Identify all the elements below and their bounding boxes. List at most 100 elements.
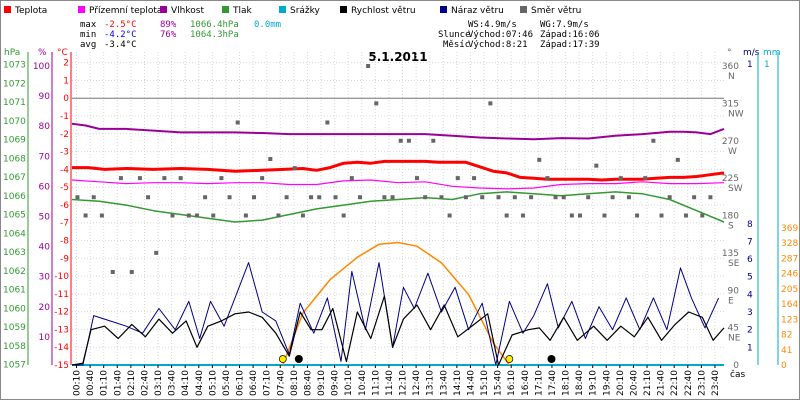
mm-tick-label: 205 [781,285,798,295]
legend-label-6: Náraz větru [451,6,504,16]
wind-direction-point [545,176,550,181]
hpa-tick-label: 1061 [3,286,26,296]
wind-direction-point [357,195,362,200]
ms-tick-label: 3 [747,308,753,318]
x-tick-label: 20:10 [616,370,626,396]
x-tick-label: 02:10 [127,370,137,396]
moon-rise: Východ:8:21 [468,40,528,50]
legend: Teplota Přízemní teplota Vlhkost Tlak Srážky… [4,6,581,16]
wind-gust-info: WG:7.9m/s [540,20,589,30]
wind-speed-info: WS:4.9m/s [468,20,517,30]
legend-label-1: Přízemní teplota [89,6,162,16]
wind-direction-point [529,195,534,200]
wind-direction-point [415,176,420,181]
temp-tick-label: 0 [63,94,69,104]
temp-tick-label: 2 [63,59,69,69]
wind-direction-point [211,213,216,218]
x-tick-label: 22:10 [670,370,680,396]
wind-direction-point [260,176,265,181]
x-tick-label: 06:10 [236,370,246,396]
wind-direction-point [292,166,297,171]
ms-tick-label: 8 [747,220,753,230]
x-tick-label: 09:40 [331,370,341,396]
mm-tick-label: 164 [781,300,798,310]
wind-direction-point [325,120,330,125]
stats-avg-label: avg [80,40,96,50]
moonset-marker [547,355,556,363]
wind-direction-point [300,213,305,218]
x-tick-label: 11:10 [371,370,381,396]
degree-tick-label: 315 [722,99,739,109]
x-tick-label: 15:40 [494,370,504,396]
legend-label-5: Rychlost větru [351,6,416,16]
hpa-tick-label: 1073 [3,61,26,71]
direction-label: E [728,296,734,306]
x-tick-label: 01:10 [100,370,110,396]
hpa-tick-label: 1062 [3,267,26,277]
wind-direction-point [203,195,208,200]
wind-gust-line [72,262,720,366]
x-tick-label: 18:10 [562,370,572,396]
temp-tick-label: -14 [54,343,69,353]
wind-direction-point [439,195,444,200]
wind-direction-point [463,195,468,200]
ms-tick-label: 2 [747,326,753,336]
wind-direction-point [91,195,96,200]
series-layer [71,64,725,366]
humidity-tick-label: 40 [39,243,51,253]
degree-tick-label: 0 [733,361,739,371]
hpa-tick-label: 1065 [3,211,26,221]
temp-tick-label: -7 [60,219,69,229]
wind-direction-point [227,195,232,200]
humidity-tick-label: 60 [39,182,51,192]
degree-tick-label: 180 [722,212,739,222]
unit-celsius: °C [57,48,68,58]
x-tick-label: 15:10 [480,370,490,396]
stats-min-temp: -4.2°C [104,30,137,40]
wind-direction-point [675,157,680,162]
hpa-tick-label: 1072 [3,79,26,89]
temperature-line [72,159,725,182]
wind-direction-point [129,269,134,274]
wind-direction-point [496,195,501,200]
stats-max-press: 1066.4hPa [190,20,239,30]
wind-direction-point [341,213,346,218]
mm-tick-label: 82 [781,331,792,341]
mm-top-label: 1 [764,60,770,70]
wind-direction-point [75,195,80,200]
unit-degree: ° [727,48,732,58]
temp-tick-label: -3 [60,148,69,158]
wind-direction-point [268,157,273,162]
wind-direction-point [455,176,460,181]
x-tick-label: 21:40 [657,370,667,396]
stats-max-rain: 0.0mm [254,20,281,30]
mm-tick-label: 41 [781,346,792,356]
wind-direction-point [692,195,697,200]
temp-tick-label: -9 [60,254,69,264]
direction-label: NW [728,109,744,119]
wind-direction-point [423,195,428,200]
humidity-tick-label: 50 [39,213,51,223]
wind-direction-point [284,195,289,200]
x-tick-label: 17:10 [534,370,544,396]
wind-direction-point [374,101,379,106]
direction-label: SE [728,259,740,269]
stats-min-hum: 76% [160,30,177,40]
wind-direction-point [626,195,631,200]
wind-direction-point [643,176,648,181]
ms-tick-label: 5 [747,273,753,283]
x-tick-label: 23:40 [711,370,721,396]
temp-tick-label: -10 [54,272,69,282]
humidity-tick-label: 30 [39,273,51,283]
wind-direction-point [651,138,656,143]
x-tick-label: 19:40 [602,370,612,396]
wind-direction-point [118,176,123,181]
mm-tick-label: 328 [781,239,798,249]
wind-direction-point [406,138,411,143]
stats-block: max -2.5°C 89% 1066.4hPa 0.0mm min -4.2°… [80,20,281,50]
direction-label: N [728,72,735,82]
wind-direction-point [178,176,183,181]
stats-max-temp: -2.5°C [104,20,137,30]
wind-direction-point [162,176,167,181]
